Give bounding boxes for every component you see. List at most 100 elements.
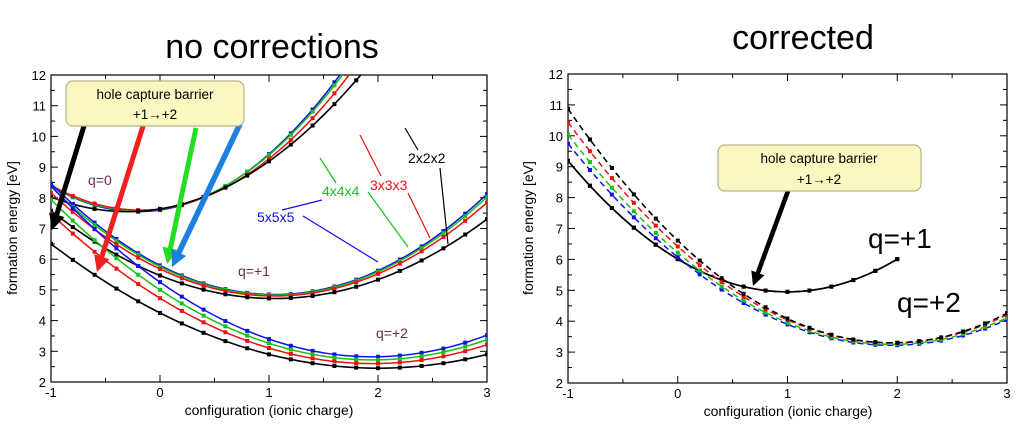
data-point bbox=[463, 357, 468, 362]
data-point bbox=[741, 298, 746, 303]
data-point bbox=[763, 312, 768, 317]
data-point bbox=[397, 261, 402, 266]
data-point bbox=[653, 230, 658, 235]
data-point bbox=[310, 356, 315, 361]
data-point bbox=[719, 287, 724, 292]
data-point bbox=[288, 347, 293, 352]
data-point bbox=[419, 350, 424, 355]
data-point bbox=[785, 289, 790, 294]
data-point bbox=[114, 246, 119, 251]
data-point bbox=[631, 192, 636, 197]
data-point bbox=[675, 250, 680, 255]
data-point bbox=[485, 333, 487, 338]
data-point bbox=[419, 258, 424, 263]
data-point bbox=[51, 183, 53, 188]
data-point bbox=[332, 286, 337, 291]
data-point bbox=[136, 282, 141, 287]
left-callout-line1: hole capture barrier bbox=[96, 87, 214, 102]
right-series bbox=[568, 106, 1007, 348]
left-y-tick-label: 2 bbox=[39, 375, 46, 390]
data-point bbox=[485, 195, 487, 200]
data-point bbox=[895, 340, 900, 345]
data-point bbox=[354, 280, 359, 285]
data-point bbox=[463, 349, 468, 354]
left-y-axis-label: formation energy [eV] bbox=[4, 161, 20, 295]
left-x-axis-label: configuration (ionic charge) bbox=[185, 402, 354, 418]
data-point bbox=[741, 291, 746, 296]
data-point bbox=[609, 192, 614, 197]
data-point bbox=[376, 277, 380, 282]
data-point bbox=[245, 295, 250, 300]
data-point bbox=[288, 351, 293, 356]
right-y-tick-label: 11 bbox=[550, 98, 564, 113]
data-point bbox=[568, 120, 570, 125]
data-point bbox=[873, 268, 878, 273]
data-point bbox=[763, 307, 768, 312]
data-point bbox=[785, 320, 790, 325]
data-point bbox=[376, 361, 380, 366]
data-point bbox=[245, 173, 250, 178]
data-point bbox=[267, 296, 271, 301]
data-point bbox=[70, 257, 75, 262]
right-y-tick-label: 7 bbox=[556, 222, 563, 237]
data-point bbox=[719, 276, 724, 281]
data-point bbox=[310, 123, 315, 128]
left-y-tick-label: 3 bbox=[39, 344, 46, 359]
data-point bbox=[441, 246, 446, 251]
data-point bbox=[419, 249, 424, 254]
data-point bbox=[675, 255, 680, 260]
data-point bbox=[697, 263, 702, 268]
data-point bbox=[136, 299, 141, 304]
right-x-tick-label: 2 bbox=[894, 386, 901, 401]
left-x-tick-label: 1 bbox=[265, 385, 272, 400]
left-y-tick-label: 12 bbox=[32, 68, 46, 83]
data-point bbox=[51, 241, 53, 246]
right-label-q2: q=+2 bbox=[897, 287, 961, 318]
data-point bbox=[376, 357, 380, 362]
left-y-tick-label: 8 bbox=[39, 191, 46, 206]
data-point bbox=[267, 352, 271, 357]
data-point bbox=[376, 271, 380, 276]
right-callout: hole capture barrier +1→+2 bbox=[717, 144, 922, 192]
right-callout-line1: hole capture barrier bbox=[760, 151, 878, 166]
left-y-tick-label: 11 bbox=[33, 99, 47, 114]
data-point bbox=[70, 202, 75, 207]
data-point bbox=[895, 257, 900, 262]
data-point bbox=[587, 137, 592, 142]
data-point bbox=[419, 363, 424, 368]
data-point bbox=[354, 354, 359, 359]
data-point bbox=[587, 168, 592, 173]
data-point bbox=[829, 284, 834, 289]
data-point bbox=[179, 294, 184, 299]
data-point bbox=[158, 280, 162, 285]
data-point bbox=[179, 301, 184, 306]
right-x-tick-label: 3 bbox=[1003, 386, 1010, 401]
data-point bbox=[223, 339, 228, 344]
left-x-tick-label: 3 bbox=[483, 385, 490, 400]
data-point bbox=[223, 289, 228, 294]
data-point bbox=[158, 310, 162, 315]
data-point bbox=[92, 272, 97, 277]
arrow-icon bbox=[94, 103, 153, 272]
arrow-icon bbox=[171, 122, 243, 267]
data-point bbox=[441, 235, 446, 240]
data-point bbox=[70, 231, 75, 236]
data-point bbox=[201, 320, 206, 325]
left-series bbox=[51, 75, 487, 371]
data-point bbox=[310, 107, 315, 112]
data-point bbox=[288, 357, 293, 362]
data-point bbox=[92, 222, 97, 227]
data-point bbox=[92, 238, 97, 243]
series-line-q2-3x3x3 bbox=[568, 121, 1007, 344]
data-point bbox=[267, 337, 271, 342]
arrow-icon bbox=[49, 125, 87, 230]
data-point bbox=[568, 132, 570, 137]
data-point bbox=[354, 78, 359, 83]
data-point bbox=[70, 218, 75, 223]
data-point bbox=[51, 195, 53, 200]
left-label-2x2x2: 2x2x2 bbox=[408, 150, 446, 166]
data-point bbox=[463, 211, 468, 216]
data-point bbox=[114, 256, 119, 261]
data-point bbox=[568, 158, 570, 163]
